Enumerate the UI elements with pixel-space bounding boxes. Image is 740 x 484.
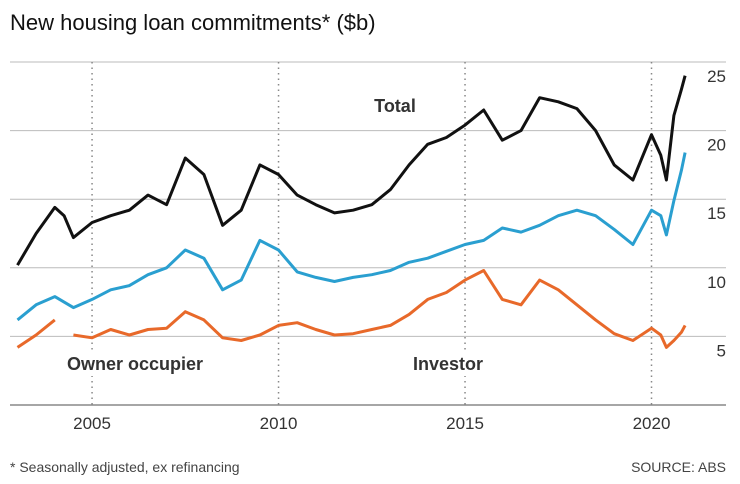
series-line [16,269,687,349]
series-line [16,75,687,266]
legend-label-bg [408,352,488,376]
chart-title: New housing loan commitments* ($b) [10,10,376,35]
legend-label-bg [62,352,208,376]
footnote: * Seasonally adjusted, ex refinancing [10,459,240,475]
y-tick-label: 20 [707,136,726,155]
y-tick-label: 15 [707,204,726,223]
series-line [16,152,687,322]
y-tick-label: 5 [717,341,726,360]
x-tick-label: 2020 [633,414,671,433]
x-tick-label: 2010 [260,414,298,433]
legend-label-bg [370,94,420,118]
y-tick-label: 25 [707,67,726,86]
y-tick-label: 10 [707,273,726,292]
x-tick-label: 2015 [446,414,484,433]
x-tick-label: 2005 [73,414,111,433]
source: SOURCE: ABS [631,459,726,475]
legend-label: Owner occupier [67,354,203,374]
legend-label: Total [374,96,416,116]
legend-label: Investor [413,354,483,374]
